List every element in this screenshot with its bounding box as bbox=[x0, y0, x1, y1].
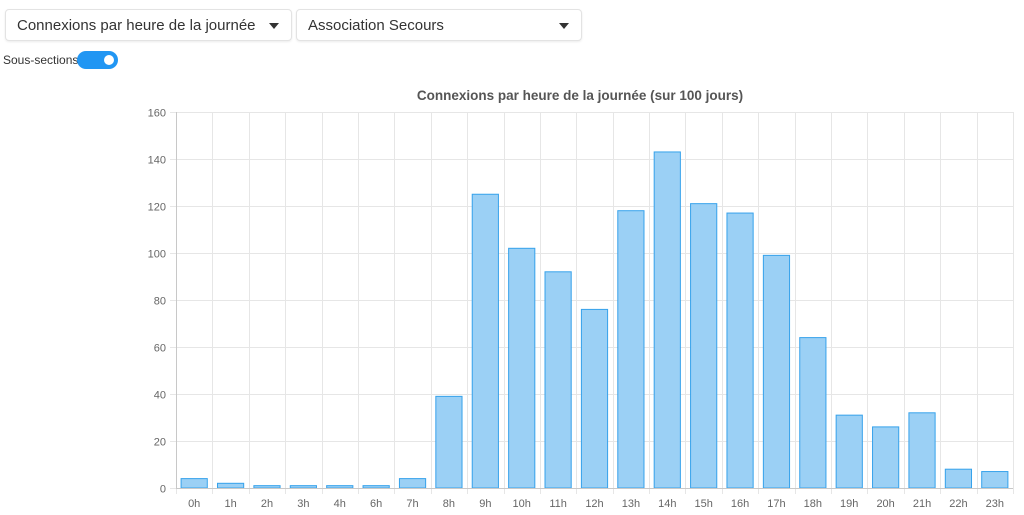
chevron-down-icon bbox=[559, 23, 569, 29]
y-tick-label: 160 bbox=[148, 108, 166, 120]
x-tick-label: 17h bbox=[767, 498, 785, 510]
metric-select[interactable]: Connexions par heure de la journée bbox=[5, 9, 292, 41]
organization-select[interactable]: Association Secours bbox=[296, 9, 582, 41]
x-tick-label: 10h bbox=[513, 498, 531, 510]
bar-23h[interactable] bbox=[981, 471, 1009, 489]
x-tick-label: 0h bbox=[188, 498, 200, 510]
bar-15h[interactable] bbox=[690, 203, 718, 489]
chevron-down-icon bbox=[269, 23, 279, 29]
bar-3h[interactable] bbox=[289, 485, 317, 489]
x-tick-label: 8h bbox=[443, 498, 455, 510]
x-tick-label: 6h bbox=[370, 498, 382, 510]
bar-7h[interactable] bbox=[398, 478, 427, 489]
bar-6h[interactable] bbox=[362, 485, 390, 489]
bar-2h[interactable] bbox=[253, 485, 281, 489]
bar-19h[interactable] bbox=[835, 414, 863, 489]
x-tick-label: 3h bbox=[297, 498, 309, 510]
x-tick-label: 13h bbox=[622, 498, 640, 510]
bar-8h[interactable] bbox=[435, 395, 463, 489]
subsections-toggle[interactable] bbox=[77, 51, 118, 69]
x-tick-label: 16h bbox=[731, 498, 749, 510]
x-tick-label: 9h bbox=[479, 498, 491, 510]
bar-10h[interactable] bbox=[508, 247, 536, 489]
y-tick-label: 100 bbox=[148, 249, 166, 261]
bar-17h[interactable] bbox=[762, 254, 791, 489]
toolbar: Connexions par heure de la journée Assoc… bbox=[0, 0, 1024, 80]
x-tick-label: 15h bbox=[694, 498, 712, 510]
x-tick-label: 1h bbox=[224, 498, 236, 510]
y-tick-label: 0 bbox=[160, 484, 166, 496]
x-tick-label: 11h bbox=[549, 498, 567, 510]
bar-1h[interactable] bbox=[216, 482, 245, 489]
x-tick-label: 4h bbox=[334, 498, 346, 510]
y-tick-label: 140 bbox=[148, 155, 166, 167]
x-tick-label: 2h bbox=[261, 498, 273, 510]
chart-axes: 0 20 40 60 80 100 120 140 160 0h 1h 2h 3h 4h 6h 7h 8h 9h 1… bbox=[148, 108, 1013, 510]
x-tick-label: 21h bbox=[913, 498, 931, 510]
metric-select-value: Connexions par heure de la journée bbox=[17, 17, 256, 34]
x-tick-label: 7h bbox=[406, 498, 418, 510]
y-tick-label: 80 bbox=[154, 296, 166, 308]
organization-select-value: Association Secours bbox=[308, 17, 444, 34]
bar-21h[interactable] bbox=[908, 412, 936, 489]
bar-9h[interactable] bbox=[471, 193, 499, 489]
subsections-toggle-label: Sous-sections bbox=[3, 53, 79, 67]
x-tick-label: 18h bbox=[804, 498, 822, 510]
bar-18h[interactable] bbox=[799, 337, 827, 489]
x-tick-label: 23h bbox=[986, 498, 1004, 510]
y-tick-label: 60 bbox=[154, 343, 166, 355]
bar-14h[interactable] bbox=[653, 151, 681, 489]
x-tick-label: 19h bbox=[840, 498, 858, 510]
chart-bars bbox=[180, 151, 1009, 489]
bar-16h[interactable] bbox=[726, 212, 754, 489]
y-tick-label: 40 bbox=[154, 390, 166, 402]
bar-0h[interactable] bbox=[180, 478, 208, 489]
y-tick-label: 120 bbox=[148, 202, 166, 214]
bar-4h[interactable] bbox=[326, 485, 354, 489]
bar-11h[interactable] bbox=[544, 271, 572, 489]
x-tick-label: 12h bbox=[585, 498, 603, 510]
bar-22h[interactable] bbox=[944, 468, 973, 489]
chart-grid bbox=[170, 112, 1014, 494]
bar-13h[interactable] bbox=[617, 210, 645, 489]
x-tick-label: 22h bbox=[949, 498, 967, 510]
bar-12h[interactable] bbox=[580, 308, 609, 489]
chart-title: Connexions par heure de la journée (sur … bbox=[417, 88, 743, 103]
toggle-knob bbox=[104, 55, 114, 65]
x-tick-label: 14h bbox=[658, 498, 676, 510]
x-tick-label: 20h bbox=[876, 498, 894, 510]
y-tick-label: 20 bbox=[154, 437, 166, 449]
bar-20h[interactable] bbox=[872, 426, 900, 489]
